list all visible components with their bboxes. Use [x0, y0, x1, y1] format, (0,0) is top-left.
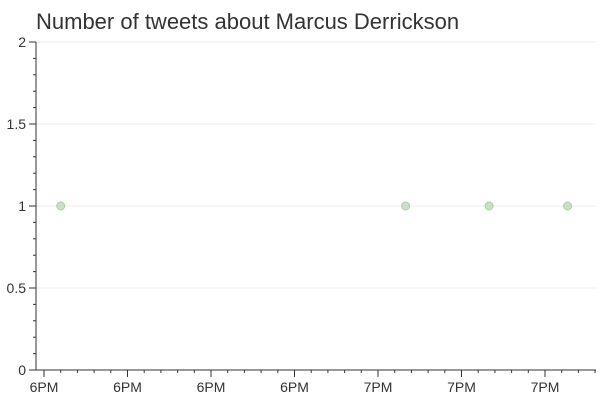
data-point [401, 201, 411, 211]
x-tick-label: 6PM [280, 379, 309, 395]
data-point [56, 201, 66, 211]
y-tick-label: 0 [18, 362, 26, 378]
chart-title: Number of tweets about Marcus Derrickson [36, 9, 460, 34]
x-tick-label: 7PM [531, 379, 560, 395]
x-tick-label: 6PM [113, 379, 142, 395]
data-point [484, 201, 494, 211]
x-tick-label: 6PM [197, 379, 226, 395]
x-tick-label: 7PM [364, 379, 393, 395]
y-tick-label: 1 [18, 198, 26, 214]
data-point [563, 201, 573, 211]
x-tick-label: 6PM [30, 379, 59, 395]
x-tick-label: 7PM [447, 379, 476, 395]
y-tick-label: 2 [18, 34, 26, 50]
y-tick-label: 1.5 [7, 116, 27, 132]
y-tick-label: 0.5 [7, 280, 27, 296]
